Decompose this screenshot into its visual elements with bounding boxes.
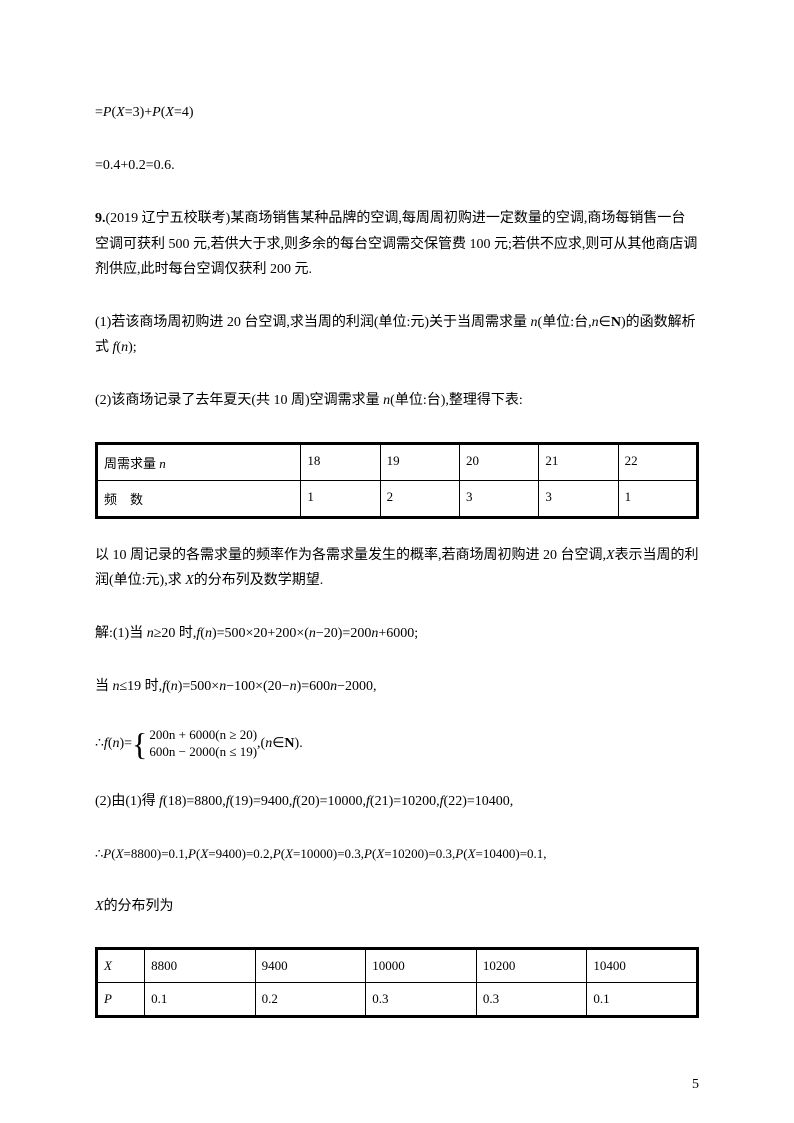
page-number: 5	[692, 1077, 699, 1093]
case-2: 600n − 2000(n ≤ 19)	[149, 744, 257, 761]
table-cell: 3	[459, 480, 538, 517]
solution-line-1: 解:(1)当 n≥20 时,f(n)=500×20+200×(n−20)=200…	[95, 621, 699, 646]
table-cell: 19	[380, 443, 459, 480]
after-table-text: 以 10 周记录的各需求量的频率作为各需求量发生的概率,若商场周初购进 20 台…	[95, 543, 699, 593]
table-cell: 10000	[366, 948, 477, 982]
table-cell: 3	[539, 480, 618, 517]
part-2: (2)该商场记录了去年夏天(共 10 周)空调需求量 n(单位:台),整理得下表…	[95, 388, 699, 413]
table-row: P 0.1 0.2 0.3 0.3 0.1	[97, 982, 698, 1016]
table-cell: 20	[459, 443, 538, 480]
table-cell: 周需求量 n	[97, 443, 301, 480]
table-cell: 8800	[145, 948, 256, 982]
demand-table: 周需求量 n 18 19 20 21 22 频 数 1 2 3 3 1	[95, 442, 699, 519]
table-row: X 8800 9400 10000 10200 10400	[97, 948, 698, 982]
table-cell: 0.3	[366, 982, 477, 1016]
table-cell: 0.1	[145, 982, 256, 1016]
table-cell: 0.3	[476, 982, 587, 1016]
table-cell: 9400	[255, 948, 366, 982]
table-cell: P	[97, 982, 145, 1016]
problem-statement: 9.(2019 辽宁五校联考)某商场销售某种品牌的空调,每周周初购进一定数量的空…	[95, 206, 699, 282]
problem-number: 9.	[95, 211, 106, 226]
solution-line-3: (2)由(1)得 f(18)=8800,f(19)=9400,f(20)=100…	[95, 789, 699, 814]
result-line: =0.4+0.2=0.6.	[95, 153, 699, 178]
table-cell: 1	[618, 480, 697, 517]
table-cell: 18	[301, 443, 380, 480]
table-cell: 21	[539, 443, 618, 480]
left-brace-icon: {	[132, 728, 147, 760]
solution-line-5: X的分布列为	[95, 894, 699, 919]
table-cell: 频 数	[97, 480, 301, 517]
solution-line-2: 当 n≤19 时,f(n)=500×n−100×(20−n)=600n−2000…	[95, 674, 699, 699]
case-1: 200n + 6000(n ≥ 20)	[149, 727, 257, 744]
table-cell: 10400	[587, 948, 698, 982]
part-1: (1)若该商场周初购进 20 台空调,求当周的利润(单位:元)关于当周需求量 n…	[95, 310, 699, 360]
distribution-table: X 8800 9400 10000 10200 10400 P 0.1 0.2 …	[95, 947, 699, 1018]
table-cell: 10200	[476, 948, 587, 982]
table-cell: 1	[301, 480, 380, 517]
equation-line: =P(X=3)+P(X=4)	[95, 100, 699, 125]
table-row: 周需求量 n 18 19 20 21 22	[97, 443, 698, 480]
problem-source: (2019 辽宁五校联考)	[106, 211, 231, 226]
table-cell: 0.1	[587, 982, 698, 1016]
table-cell: X	[97, 948, 145, 982]
table-cell: 22	[618, 443, 697, 480]
table-cell: 0.2	[255, 982, 366, 1016]
table-cell: 2	[380, 480, 459, 517]
formula-line: ∴f(n)={200n + 6000(n ≥ 20)600n − 2000(n …	[95, 727, 699, 761]
solution-line-4: ∴P(X=8800)=0.1,P(X=9400)=0.2,P(X=10000)=…	[95, 842, 699, 865]
table-row: 频 数 1 2 3 3 1	[97, 480, 698, 517]
